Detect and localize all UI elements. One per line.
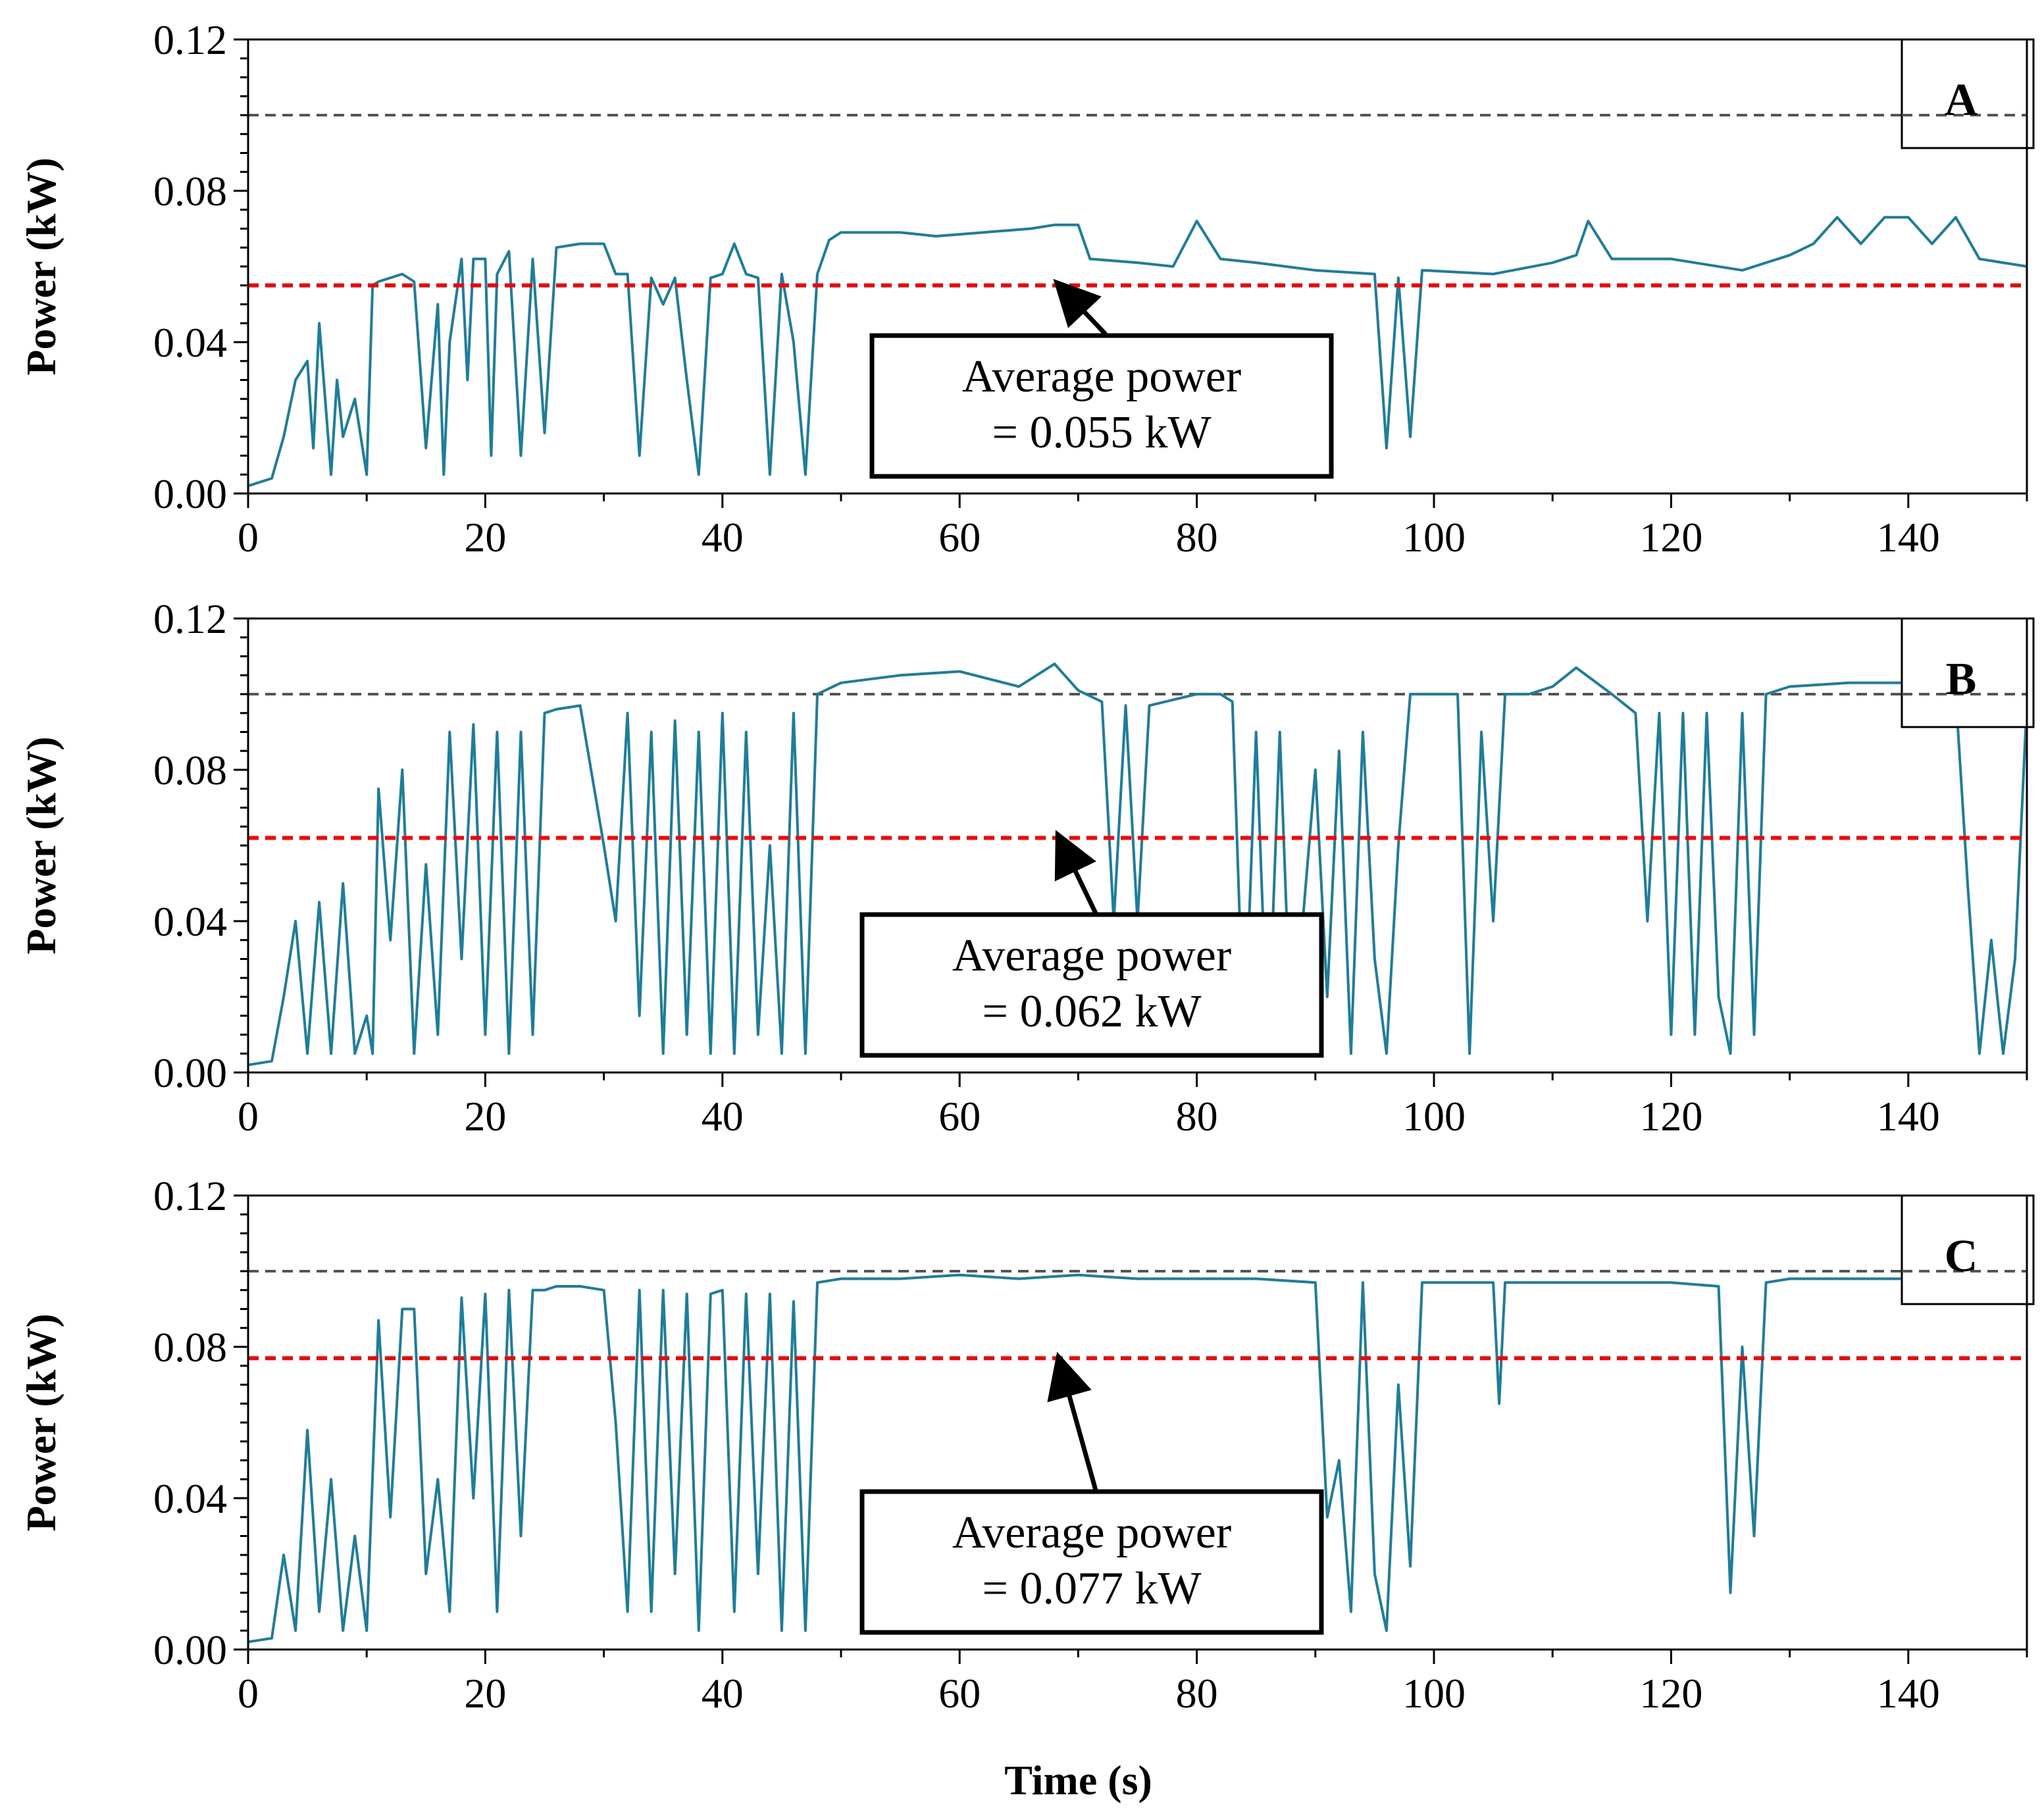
x-tick-label: 120	[1639, 514, 1702, 561]
plot-frame	[247, 617, 2028, 1074]
x-tick-label: 0	[238, 514, 259, 561]
annotation-line-1: Average power	[962, 351, 1241, 402]
y-tick-label: 0.04	[153, 319, 227, 366]
y-tick-label: 0.12	[153, 16, 227, 63]
x-tick-label: 40	[702, 1670, 744, 1717]
x-tick-label: 20	[464, 514, 506, 561]
x-tick-label: 60	[938, 1670, 981, 1717]
power-series-line	[247, 216, 2028, 488]
x-tick-label: 80	[1176, 514, 1218, 561]
panel-letter: C	[1945, 1231, 1978, 1282]
panel-letter-box	[1901, 617, 2035, 728]
annotation-line-2: = 0.062 kW	[982, 986, 1201, 1037]
x-tick-label: 0	[238, 1093, 259, 1140]
y-axis-label: Power (kW)	[18, 157, 64, 375]
annotation-arrow	[1054, 830, 1098, 915]
x-tick-label: 20	[464, 1093, 506, 1140]
x-tick-label: 120	[1639, 1093, 1702, 1140]
annotation-arrow	[1047, 1351, 1098, 1491]
x-tick-label: 80	[1176, 1670, 1218, 1717]
panel-letter: A	[1945, 75, 1978, 126]
x-axis-label: Time (s)	[1004, 1757, 1152, 1803]
x-tick-label: 100	[1402, 1093, 1466, 1140]
annotation-line-2: = 0.077 kW	[982, 1563, 1201, 1614]
annotation-box	[869, 333, 1334, 479]
x-tick-label: 120	[1639, 1670, 1702, 1717]
y-tick-label: 0.12	[153, 595, 227, 642]
power-series-line	[247, 663, 2028, 1067]
x-tick-label: 100	[1402, 1670, 1466, 1717]
annotation-box	[859, 912, 1324, 1058]
x-tick-label: 100	[1402, 514, 1466, 561]
x-tick-label: 40	[702, 1093, 744, 1140]
y-axis-label: Power (kW)	[18, 736, 64, 954]
y-tick-label: 0.08	[153, 747, 227, 794]
panel-letter-box	[1901, 38, 2035, 149]
x-tick-label: 60	[938, 1093, 981, 1140]
x-tick-label: 40	[702, 514, 744, 561]
panel-letter: B	[1946, 654, 1977, 705]
x-tick-label: 80	[1176, 1093, 1218, 1140]
annotation-line-2: = 0.055 kW	[992, 407, 1211, 458]
y-tick-label: 0.08	[153, 168, 227, 214]
y-axis-label: Power (kW)	[18, 1313, 64, 1531]
y-tick-label: 0.04	[153, 898, 227, 945]
annotation-box	[859, 1489, 1324, 1635]
panel-a: 0.00 0.04 0.08 0.12 0 20 40 60 80 100 120 140 Power …	[18, 16, 2035, 561]
annotation-arrow	[1053, 278, 1108, 336]
y-tick-label: 0.00	[153, 1626, 227, 1673]
panel-c: 0.00 0.04 0.08 0.12 0 20 40 60 80 100 120 140 Power …	[18, 1172, 2035, 1803]
y-tick-label: 0.00	[153, 1049, 227, 1096]
panel-letter-box	[1901, 1194, 2035, 1305]
x-tick-label: 140	[1877, 1093, 1940, 1140]
power-series-line	[247, 1273, 2028, 1644]
y-tick-label: 0.08	[153, 1324, 227, 1371]
x-tick-label: 60	[938, 514, 981, 561]
y-tick-label: 0.12	[153, 1172, 227, 1219]
annotation-line-1: Average power	[952, 930, 1231, 981]
x-tick-label: 0	[238, 1670, 259, 1717]
y-tick-label: 0.00	[153, 470, 227, 517]
plot-frame	[247, 38, 2028, 495]
annotation-line-1: Average power	[952, 1507, 1231, 1558]
x-tick-label: 140	[1877, 1670, 1940, 1717]
y-tick-label: 0.04	[153, 1475, 227, 1522]
x-tick-label: 20	[464, 1670, 506, 1717]
plot-frame	[247, 1194, 2028, 1651]
panel-b: 0.00 0.04 0.08 0.12 0 20 40 60 80 100 120 140 Power …	[18, 595, 2035, 1140]
x-tick-label: 140	[1877, 514, 1940, 561]
